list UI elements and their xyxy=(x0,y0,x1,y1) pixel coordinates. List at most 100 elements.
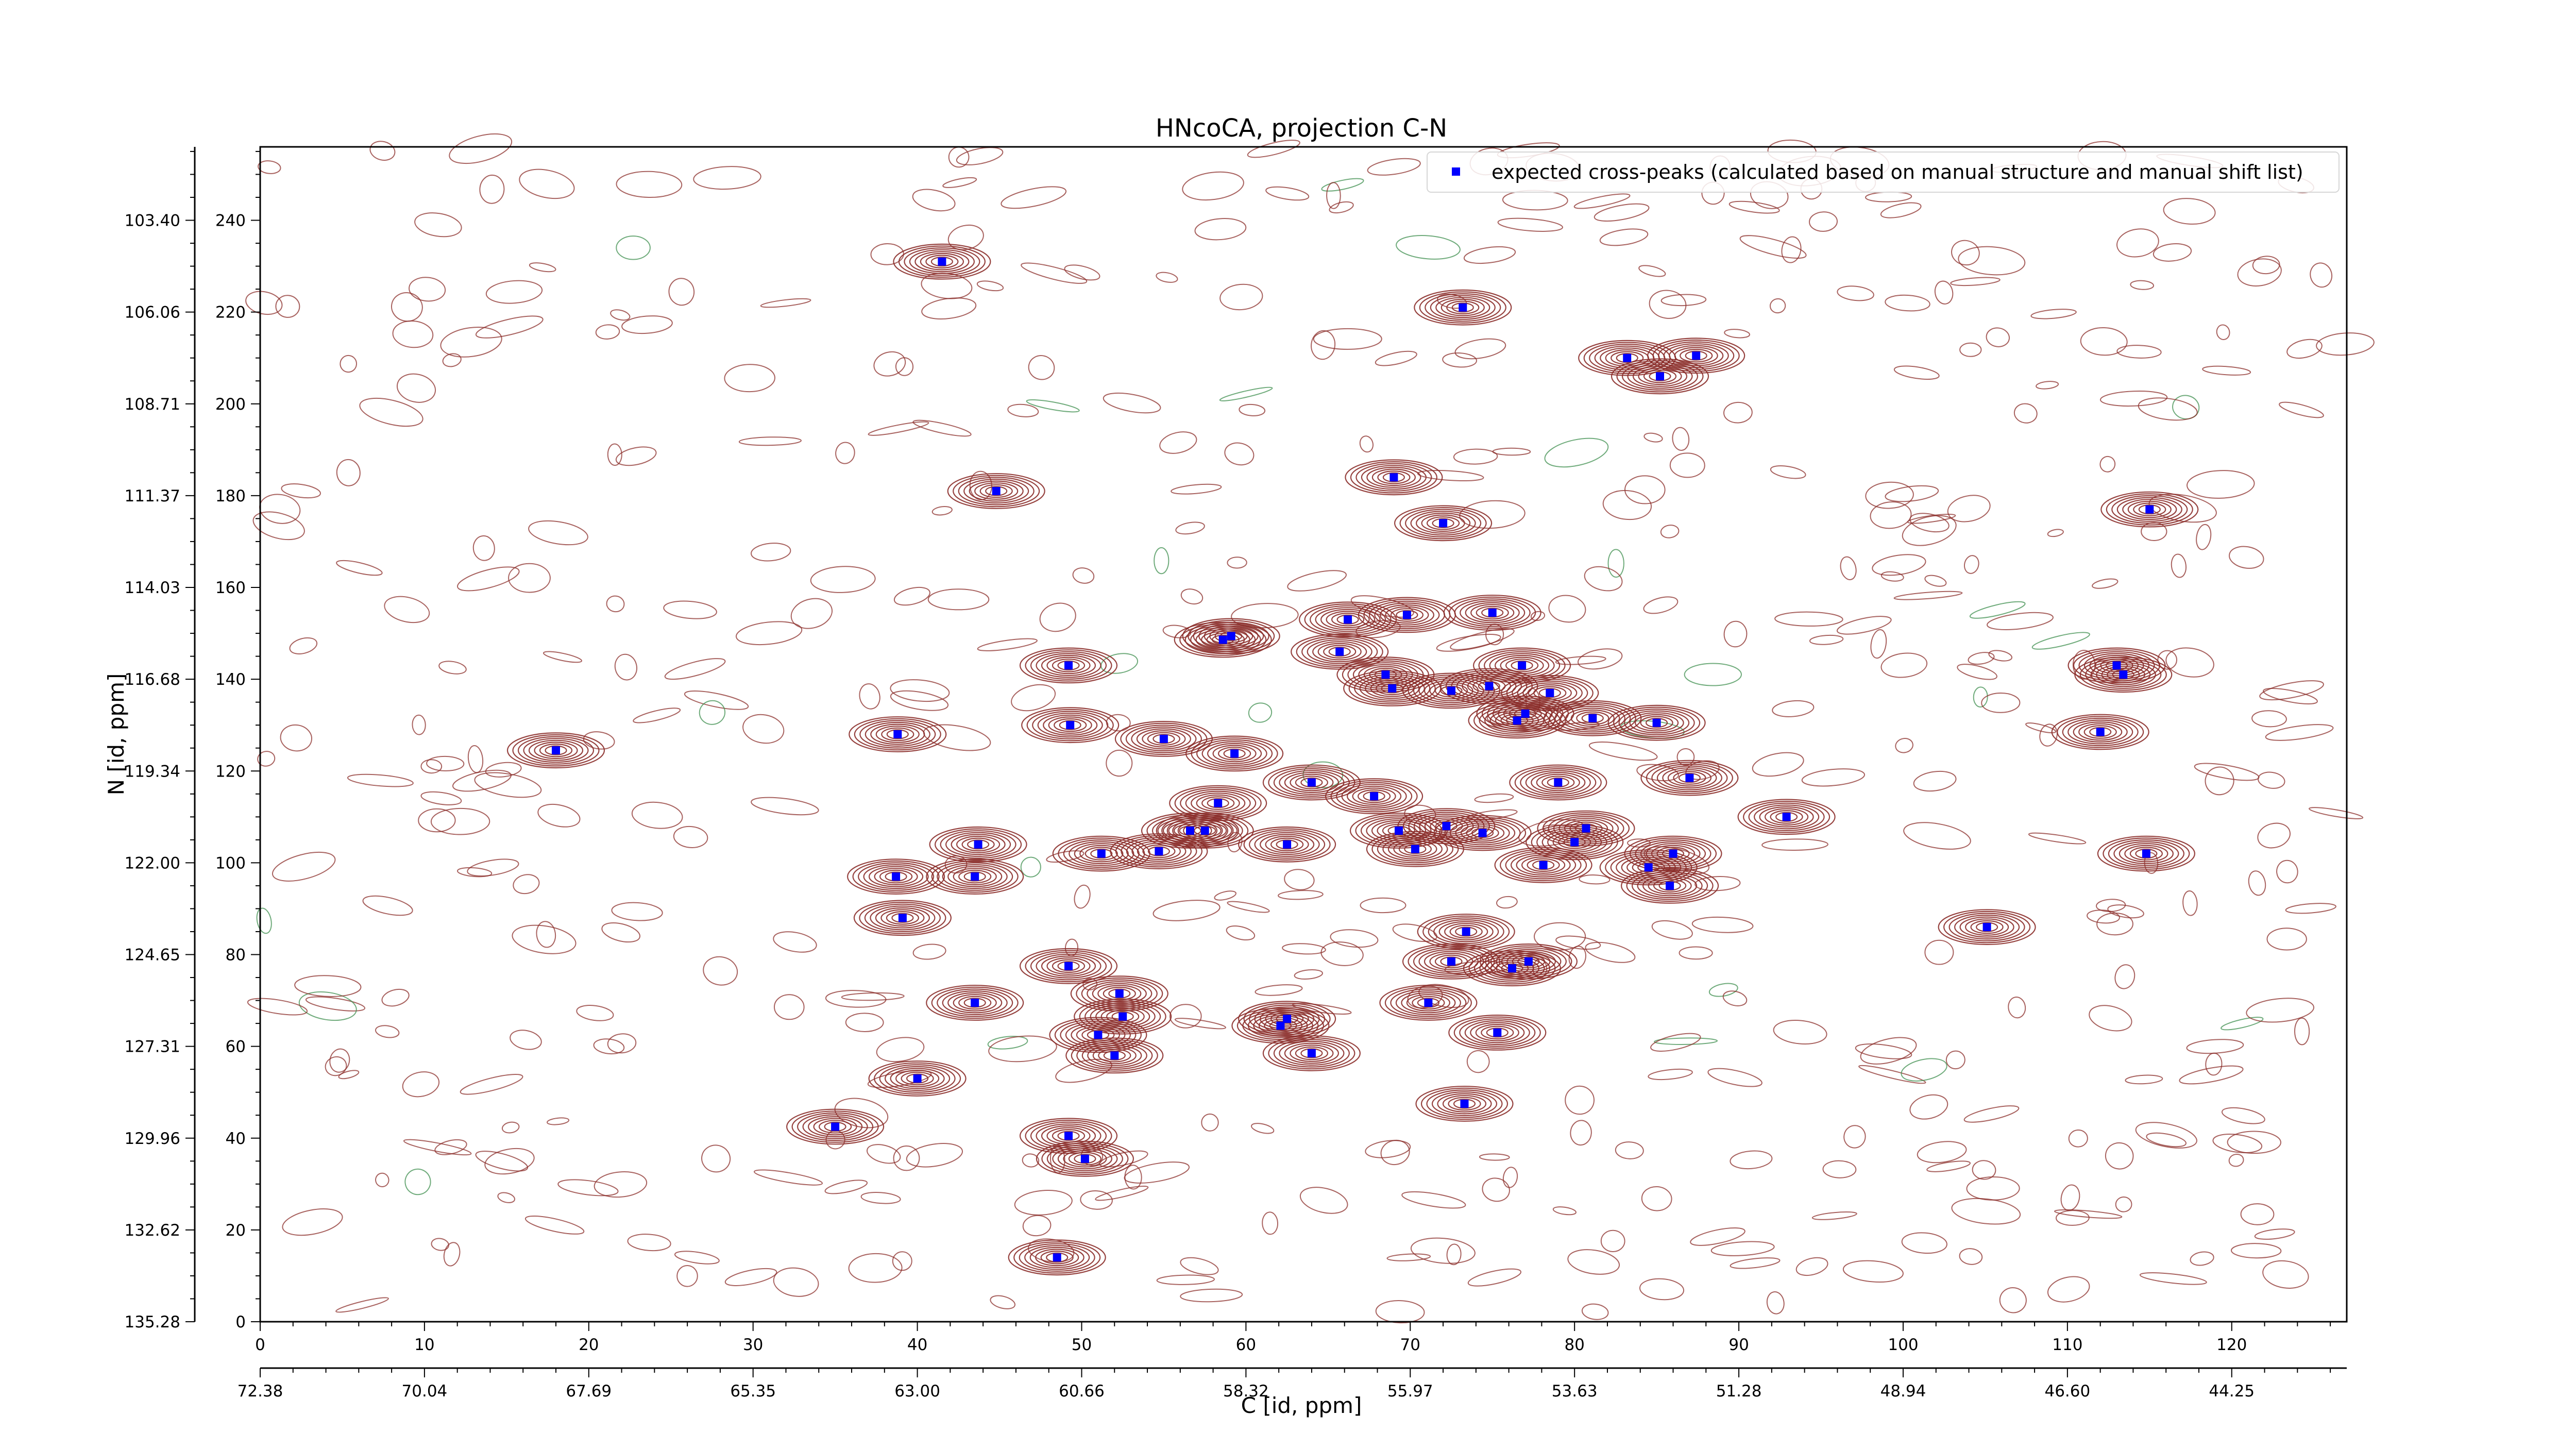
peak-contour xyxy=(868,866,924,887)
cross-peak-marker xyxy=(1307,778,1316,787)
noise-contour xyxy=(247,998,308,1016)
peak-contour xyxy=(1489,710,1545,731)
noise-contour xyxy=(1396,235,1461,260)
noise-contour xyxy=(663,600,717,619)
y-tick-label: 100 xyxy=(215,854,246,872)
peak-contour xyxy=(1153,734,1175,744)
noise-contour xyxy=(848,1253,903,1283)
peak-contour xyxy=(945,832,1011,857)
peak-contour xyxy=(1092,1047,1137,1065)
peak-contour xyxy=(1249,830,1326,859)
noise-contour xyxy=(1669,452,1705,478)
peak-contour xyxy=(1142,730,1186,748)
y-ppm-tick-label: 114.03 xyxy=(125,579,180,597)
legend-marker xyxy=(1452,167,1460,176)
noise-contour xyxy=(2237,258,2282,287)
peak-contour xyxy=(985,486,1008,496)
peak-contour xyxy=(1649,371,1671,382)
noise-contour xyxy=(2013,403,2038,424)
peak-contour xyxy=(879,1064,956,1093)
peak-contour xyxy=(1468,702,1566,739)
noise-contour xyxy=(2252,256,2280,275)
noise-contour xyxy=(392,320,434,348)
cross-peak-marker xyxy=(1411,845,1419,853)
peak-contour xyxy=(1358,789,1391,803)
peak-contour xyxy=(1485,945,1572,978)
noise-contour xyxy=(1651,920,1693,940)
peak-contour xyxy=(512,734,600,767)
peak-contour xyxy=(1019,1243,1095,1272)
peak-contour xyxy=(1570,709,1615,727)
peak-contour xyxy=(1616,353,1638,363)
noise-contour xyxy=(305,996,366,1012)
noise-contour xyxy=(2138,397,2198,421)
peak-contour xyxy=(1054,718,1087,732)
peak-contour xyxy=(958,996,992,1010)
peak-contour xyxy=(1394,505,1493,542)
peak-contour xyxy=(2100,491,2199,528)
peak-contour xyxy=(1365,678,1420,699)
noise-contour xyxy=(2105,1142,2134,1170)
noise-contour xyxy=(1801,768,1866,787)
noise-contour xyxy=(1723,401,1753,424)
cross-peak-marker xyxy=(1588,714,1597,722)
noise-contour xyxy=(1106,749,1133,777)
peak-contour xyxy=(879,869,913,884)
y-tick-label: 120 xyxy=(215,762,246,781)
noise-contour xyxy=(773,1267,819,1297)
peak-contour xyxy=(1525,770,1591,795)
peak-contour xyxy=(1646,762,1733,794)
y-ppm-axis: 135.28 132.62 129.96 127.31 124.65 122.00 119.… xyxy=(125,147,196,1332)
peak-contour xyxy=(1382,472,1405,483)
peak-contour xyxy=(1295,776,1328,789)
cross-peak-marker xyxy=(1508,964,1516,973)
noise-contour xyxy=(627,1234,671,1252)
peak-contour xyxy=(1775,812,1798,822)
noise-contour xyxy=(1450,628,1515,650)
noise-contour xyxy=(1156,272,1178,283)
y-tick-label: 80 xyxy=(226,946,246,965)
peak-contour xyxy=(1414,289,1512,326)
noise-contour xyxy=(510,1030,542,1050)
noise-contour xyxy=(942,177,977,188)
peak-contour xyxy=(523,738,589,763)
noise-contour xyxy=(536,921,556,948)
peak-contour xyxy=(1673,771,1706,785)
noise-contour xyxy=(868,421,929,436)
peak-contour xyxy=(1416,512,1471,534)
peak-contour xyxy=(1359,676,1425,701)
noise-contour xyxy=(335,1297,389,1313)
noise-contour xyxy=(1326,182,1341,209)
peak-contour xyxy=(849,716,947,752)
noise-contour xyxy=(2096,912,2133,936)
noise-contour xyxy=(673,825,708,848)
peak-contour xyxy=(1470,1022,1525,1043)
noise-contour xyxy=(1973,686,1988,707)
noise-contour xyxy=(524,1216,585,1235)
peak-contour xyxy=(1473,704,1561,737)
noise-contour xyxy=(594,1171,648,1198)
noise-contour xyxy=(1226,925,1256,941)
noise-contour xyxy=(1924,939,1954,965)
noise-contour xyxy=(460,1074,523,1095)
noise-contour xyxy=(824,1180,868,1194)
peak-contour xyxy=(2078,651,2155,680)
peak-contour xyxy=(1029,1246,1084,1268)
noise-contour xyxy=(289,637,318,654)
peak-contour xyxy=(929,826,1027,863)
noise-contour xyxy=(281,483,321,499)
cross-peak-marker xyxy=(1064,962,1073,970)
noise-contour xyxy=(1011,684,1056,712)
peak-contour xyxy=(846,858,945,895)
noise-contour xyxy=(1602,490,1652,520)
x-ppm-tick-label: 67.69 xyxy=(566,1382,612,1401)
noise-contour xyxy=(606,595,625,613)
noise-contour xyxy=(859,683,880,710)
noise-contour xyxy=(1175,521,1205,535)
noise-contour xyxy=(1496,896,1518,909)
peak-contour xyxy=(1307,639,1372,664)
noise-contour xyxy=(1080,1190,1113,1210)
peak-contour xyxy=(1506,677,1594,710)
noise-contour xyxy=(1945,1050,1965,1070)
plot-border xyxy=(259,146,2348,1323)
